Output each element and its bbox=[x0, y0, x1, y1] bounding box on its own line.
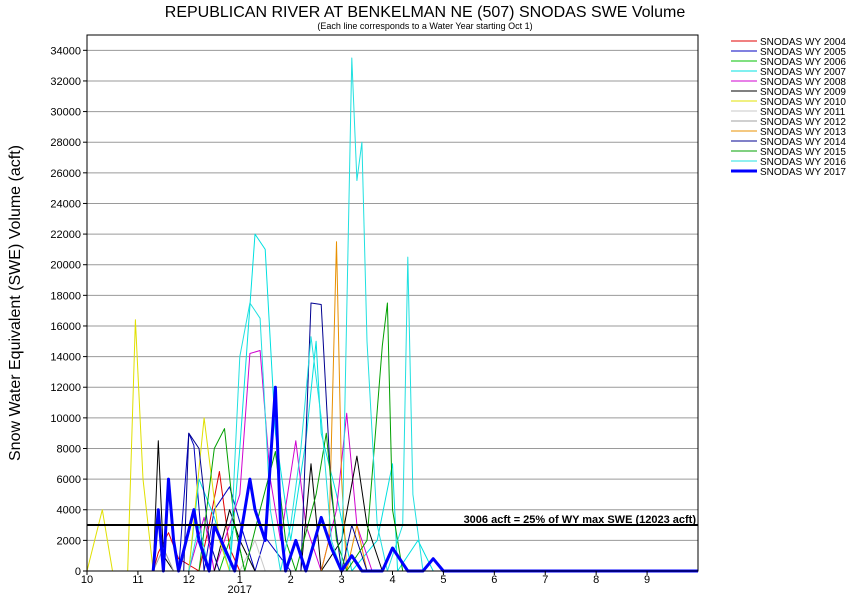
series-line bbox=[188, 350, 393, 572]
legend-label: SNODAS WY 2012 bbox=[760, 117, 846, 128]
grid bbox=[87, 35, 698, 571]
axes: 0 2000 4000 6000 8000 10000 12000 14000 16000 180… bbox=[50, 34, 699, 596]
plot-area bbox=[87, 35, 698, 571]
y-tick-label: 0 bbox=[75, 566, 81, 578]
x-tick-label: 10 bbox=[81, 574, 93, 586]
x-tick-label: 4 bbox=[389, 574, 395, 586]
legend-label: SNODAS WY 2014 bbox=[760, 137, 846, 148]
y-tick-label: 20000 bbox=[50, 260, 81, 272]
legend-label: SNODAS WY 2017 bbox=[760, 167, 846, 178]
x-year-label: 2017 bbox=[228, 584, 252, 596]
y-tick-label: 2000 bbox=[57, 535, 81, 547]
threshold: 3006 acft = 25% of WY max SWE (12023 acf… bbox=[87, 514, 698, 526]
y-tick-label: 14000 bbox=[50, 352, 81, 364]
x-tick-label: 6 bbox=[491, 574, 497, 586]
chart-subtitle: (Each line corresponds to a Water Year s… bbox=[317, 21, 532, 31]
y-tick-label: 30000 bbox=[50, 107, 81, 119]
x-tick-label: 3 bbox=[339, 574, 345, 586]
threshold-label: 3006 acft = 25% of WY max SWE (12023 acf… bbox=[464, 514, 697, 526]
legend-label: SNODAS WY 2008 bbox=[760, 77, 846, 88]
x-tick-label: 8 bbox=[593, 574, 599, 586]
y-tick-label: 4000 bbox=[57, 505, 81, 517]
y-tick-label: 8000 bbox=[57, 443, 81, 455]
legend-label: SNODAS WY 2011 bbox=[760, 107, 846, 118]
legend-label: SNODAS WY 2007 bbox=[760, 67, 846, 78]
y-tick-label: 6000 bbox=[57, 474, 81, 486]
y-tick-label: 28000 bbox=[50, 137, 81, 149]
x-tick-label: 2 bbox=[288, 574, 294, 586]
y-tick-label: 32000 bbox=[50, 76, 81, 88]
y-tick-label: 22000 bbox=[50, 229, 81, 241]
legend-label: SNODAS WY 2009 bbox=[760, 87, 846, 98]
x-tick-label: 5 bbox=[440, 574, 446, 586]
y-axis-label: Snow Water Equivalent (SWE) Volume (acft… bbox=[7, 145, 24, 461]
x-tick-label: 1 bbox=[237, 574, 243, 586]
legend-label: SNODAS WY 2010 bbox=[760, 97, 846, 108]
y-tick-label: 18000 bbox=[50, 290, 81, 302]
x-tick-label: 7 bbox=[542, 574, 548, 586]
y-tick-label: 26000 bbox=[50, 168, 81, 180]
legend-label: SNODAS WY 2013 bbox=[760, 127, 846, 138]
y-tick-label: 34000 bbox=[50, 45, 81, 57]
series-line bbox=[151, 385, 698, 573]
legend-label: SNODAS WY 2015 bbox=[760, 147, 846, 158]
x-tick-label: 11 bbox=[132, 574, 143, 586]
chart-title: REPUBLICAN RIVER AT BENKELMAN NE (507) S… bbox=[165, 4, 686, 21]
y-tick-label: 10000 bbox=[50, 413, 81, 425]
legend-label: SNODAS WY 2005 bbox=[760, 47, 846, 58]
legend-label: SNODAS WY 2006 bbox=[760, 57, 846, 68]
series-line bbox=[178, 432, 342, 572]
legend-label: SNODAS WY 2016 bbox=[760, 157, 846, 168]
series-line bbox=[188, 57, 444, 572]
x-tick-label: 9 bbox=[644, 574, 650, 586]
y-tick-label: 24000 bbox=[50, 198, 81, 210]
x-tick-label: 12 bbox=[183, 574, 195, 586]
y-tick-label: 12000 bbox=[50, 382, 81, 394]
legend-label: SNODAS WY 2004 bbox=[760, 37, 846, 48]
y-tick-label: 16000 bbox=[50, 321, 81, 333]
